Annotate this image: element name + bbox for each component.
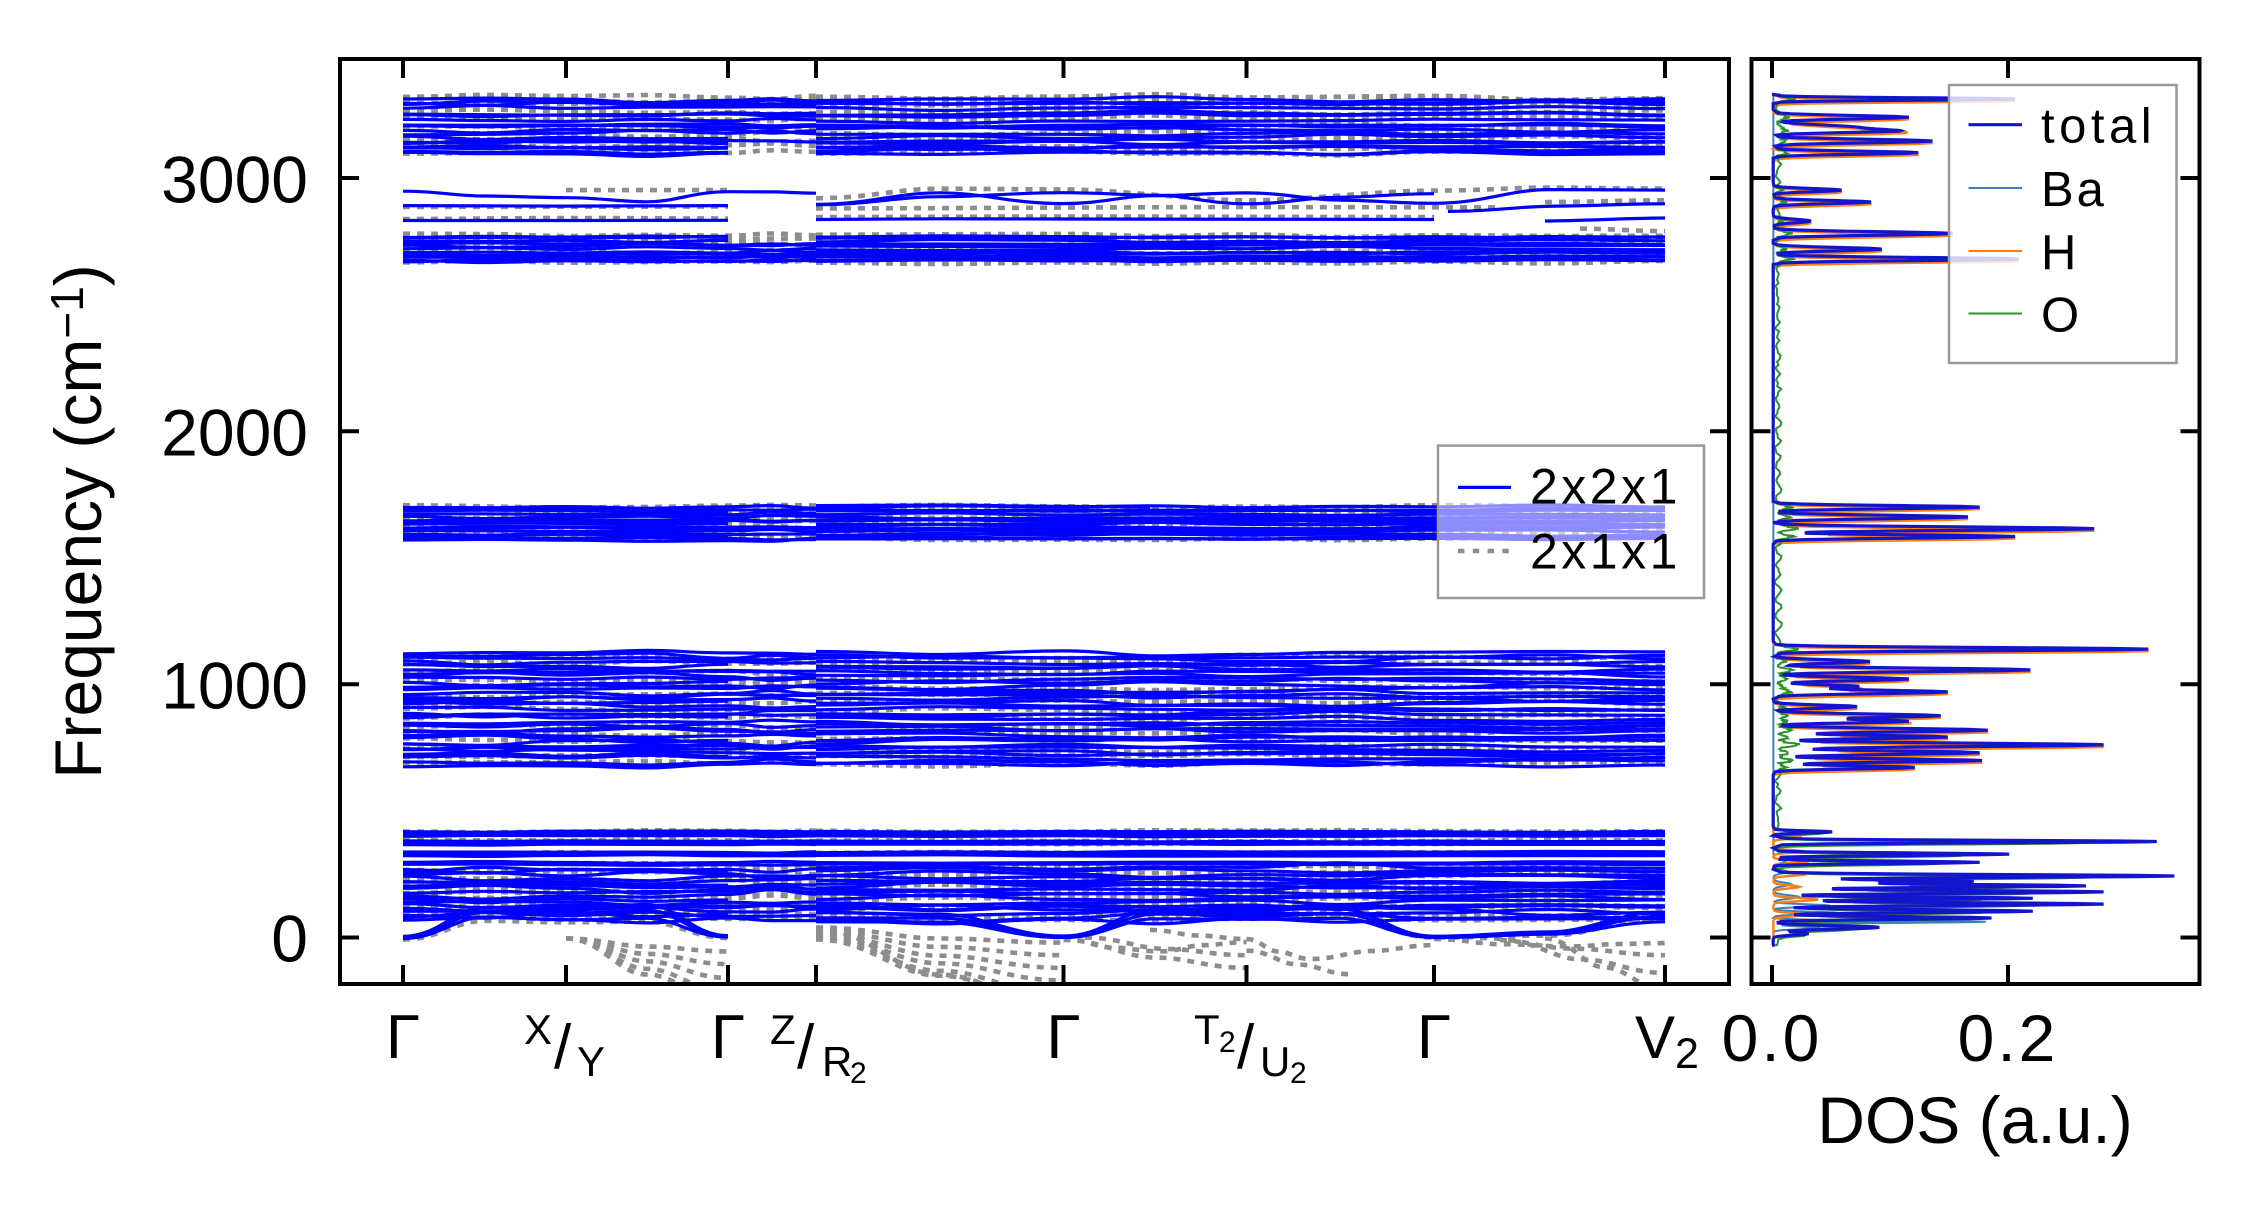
svg-text:2x2x1: 2x2x1: [1530, 459, 1681, 515]
svg-text:0.2: 0.2: [1958, 1001, 2059, 1075]
svg-text:Γ: Γ: [1417, 1003, 1451, 1072]
svg-text:2: 2: [1675, 1030, 1699, 1078]
svg-text:/: /: [797, 1013, 815, 1082]
svg-text:2: 2: [850, 1057, 867, 1090]
svg-text:0.0: 0.0: [1722, 1001, 1823, 1075]
svg-text:Γ: Γ: [1046, 1003, 1080, 1072]
svg-text:2000: 2000: [161, 395, 308, 469]
svg-text:O: O: [2041, 288, 2079, 342]
svg-text:2: 2: [1290, 1057, 1307, 1090]
svg-text:Γ: Γ: [711, 1003, 745, 1072]
svg-text:total: total: [2041, 100, 2156, 154]
svg-text:V: V: [1635, 1004, 1675, 1071]
svg-text:3000: 3000: [161, 142, 308, 216]
svg-text:Z: Z: [770, 1006, 796, 1053]
svg-text:2x1x1: 2x1x1: [1530, 524, 1681, 580]
svg-text:DOS (a.u.): DOS (a.u.): [1817, 1083, 2132, 1157]
svg-text:/: /: [1237, 1013, 1255, 1082]
svg-text:Γ: Γ: [386, 1003, 420, 1072]
svg-text:1000: 1000: [161, 648, 308, 722]
svg-text:R: R: [822, 1038, 852, 1085]
svg-text:Frequency (cm−1): Frequency (cm−1): [41, 264, 115, 779]
svg-text:0: 0: [271, 902, 308, 976]
svg-text:H: H: [2041, 226, 2076, 280]
svg-text:/: /: [554, 1013, 572, 1082]
svg-text:2: 2: [1219, 1026, 1236, 1059]
svg-text:Ba: Ba: [2041, 163, 2107, 217]
svg-text:Y: Y: [577, 1038, 605, 1085]
svg-text:U: U: [1260, 1038, 1290, 1085]
svg-text:X: X: [524, 1006, 552, 1053]
svg-text:T: T: [1194, 1006, 1220, 1053]
